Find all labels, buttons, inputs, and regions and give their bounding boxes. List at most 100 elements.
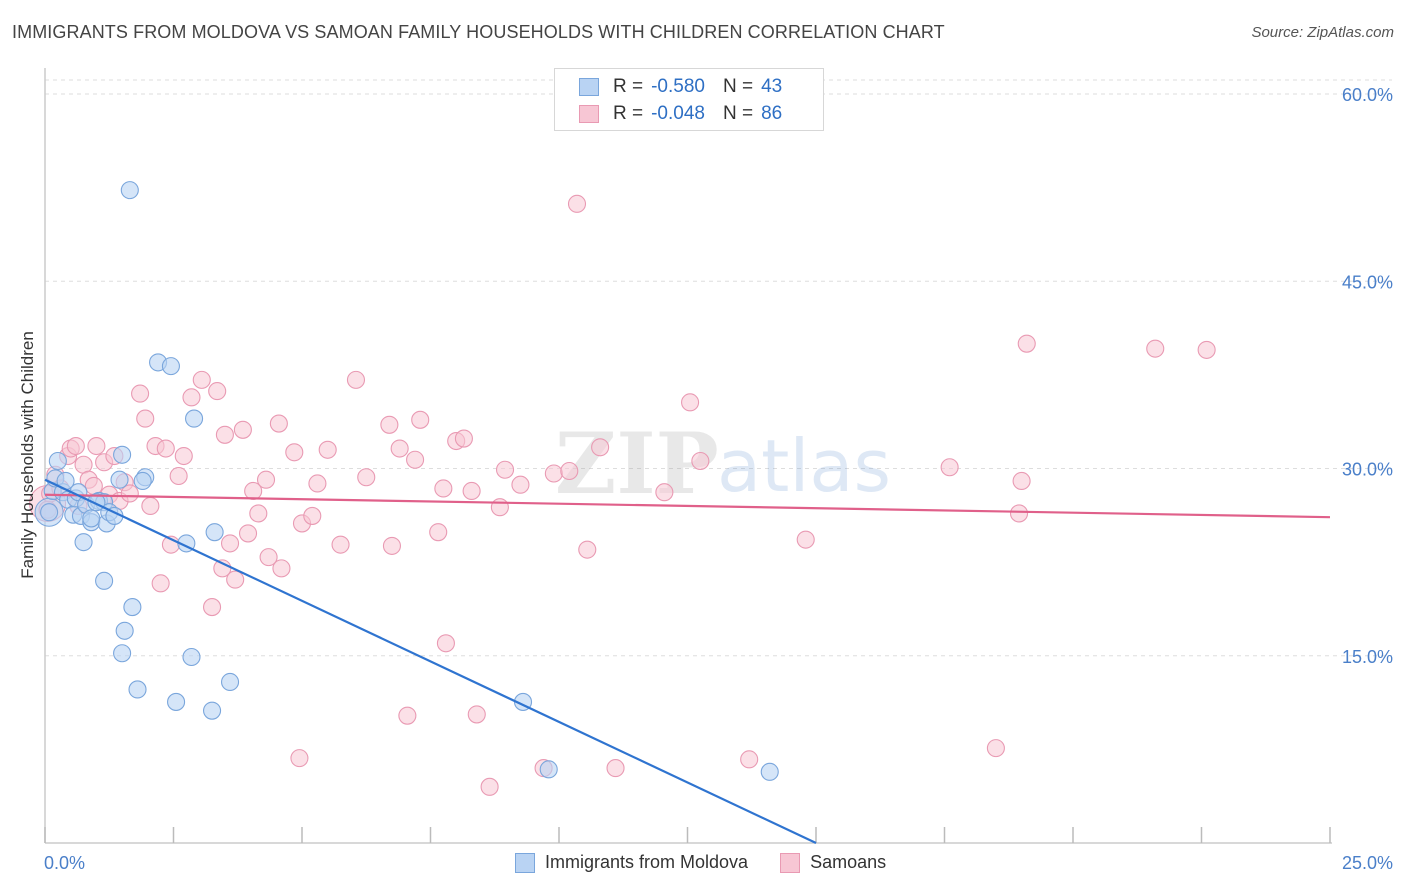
samoans-point [398, 706, 417, 725]
samoans-point [226, 570, 245, 589]
samoans-point [141, 496, 160, 516]
samoans-point [215, 425, 234, 444]
chart-title: IMMIGRANTS FROM MOLDOVA VS SAMOAN FAMILY… [12, 22, 945, 42]
samoans-point [244, 481, 263, 501]
watermark-atlas: atlas [717, 424, 891, 508]
samoans-point [655, 483, 674, 502]
samoans-point [411, 410, 430, 429]
samoans-legend-swatch [780, 852, 801, 873]
samoans-point [346, 370, 366, 389]
samoans-point [259, 548, 278, 567]
samoans-point [220, 534, 240, 553]
samoans-point [74, 455, 93, 474]
samoans-point [151, 574, 170, 593]
samoans-point [578, 540, 597, 559]
samoans-point [120, 484, 139, 503]
moldova-point [40, 503, 59, 522]
samoans-point [174, 446, 193, 466]
samoans-point [406, 450, 425, 469]
watermark-zip: ZIP [555, 414, 719, 513]
moldova-point [95, 571, 114, 590]
samoans-point [560, 461, 579, 481]
moldova-point [167, 692, 186, 711]
y-axis-label: Family Households with Children [18, 331, 37, 579]
samoans-point [285, 443, 304, 462]
samoans-point [136, 409, 155, 428]
samoans-point [1017, 334, 1036, 353]
watermark: ZIP atlas [555, 414, 891, 513]
moldova-point [760, 762, 779, 781]
r-label: R = [613, 76, 644, 97]
samoans-point [467, 705, 486, 724]
moldova-point [182, 647, 201, 667]
moldova-trend-line [44, 478, 817, 844]
moldova-point [74, 533, 93, 552]
samoans-point [233, 420, 252, 439]
samoans-point [269, 414, 288, 433]
samoans-point [182, 388, 201, 407]
samoans-point [544, 464, 563, 483]
legend-label-samoans: Samoans [810, 852, 887, 872]
samoans-point [272, 559, 291, 578]
samoans-point [192, 370, 211, 389]
samoans-point [169, 466, 188, 486]
samoans-point [156, 439, 175, 458]
samoans-trend-line [44, 493, 1331, 519]
moldova-point [161, 357, 180, 376]
samoans-point [940, 458, 959, 477]
moldova-swatch [579, 78, 599, 96]
moldova-legend-swatch [515, 852, 535, 873]
samoans-point [382, 536, 402, 555]
samoans-point [434, 479, 453, 498]
samoans-point [1197, 340, 1216, 359]
samoans-point [249, 504, 268, 523]
samoans-point [303, 506, 322, 525]
x-tick-label-min: 0.0% [44, 853, 85, 873]
samoans-point [986, 739, 1005, 758]
samoans-point [480, 777, 499, 796]
moldova-point [110, 470, 129, 489]
y-tick-label: 30.0% [1342, 460, 1393, 480]
moldova-point [120, 181, 139, 200]
samoans-point [691, 451, 710, 471]
r-label: R = [613, 103, 644, 124]
samoans-point [681, 393, 700, 412]
moldova-point [128, 680, 147, 699]
samoans-point [308, 474, 327, 493]
y-tick-label: 15.0% [1342, 647, 1393, 667]
n-label: N = [722, 103, 754, 124]
n-value-samoans: 86 [761, 103, 783, 124]
moldova-point [220, 672, 240, 692]
legend-label-moldova: Immigrants from Moldova [545, 852, 749, 872]
legend-row-samoans: R = -0.048 N = 86 [579, 102, 782, 126]
axis-layer [44, 68, 1332, 844]
n-value-moldova: 43 [761, 76, 783, 97]
moldova-point [203, 701, 222, 720]
legend-item-moldova: Immigrants from Moldova [515, 852, 748, 873]
samoans-point [490, 498, 509, 517]
samoans-point [131, 384, 150, 403]
trend-lines [44, 478, 1331, 844]
samoans-point [390, 439, 409, 458]
samoans-point [436, 634, 455, 653]
samoans-point [511, 475, 530, 494]
samoans-point [87, 436, 106, 456]
legend-row-moldova: R = -0.580 N = 43 [579, 75, 782, 99]
samoans-point [740, 750, 759, 769]
moldova-point [539, 760, 558, 779]
moldova-point [115, 621, 134, 640]
moldova-point [113, 445, 132, 464]
samoans-point [238, 524, 258, 543]
grid-layer [45, 79, 1392, 657]
samoans-point [1012, 471, 1031, 491]
r-value-moldova: -0.580 [651, 76, 705, 97]
samoans-point [290, 749, 309, 768]
samoans-point [1009, 504, 1029, 523]
samoans-point [357, 468, 376, 487]
correlation-legend: R = -0.580 N = 43 R = -0.048 N = 86 [554, 68, 824, 131]
samoans-point [429, 523, 448, 542]
y-tick-label: 60.0% [1342, 85, 1393, 105]
tick-labels: 15.0% 30.0% 45.0% 60.0% 0.0% 25.0% [44, 85, 1393, 873]
samoans-point [256, 470, 276, 489]
